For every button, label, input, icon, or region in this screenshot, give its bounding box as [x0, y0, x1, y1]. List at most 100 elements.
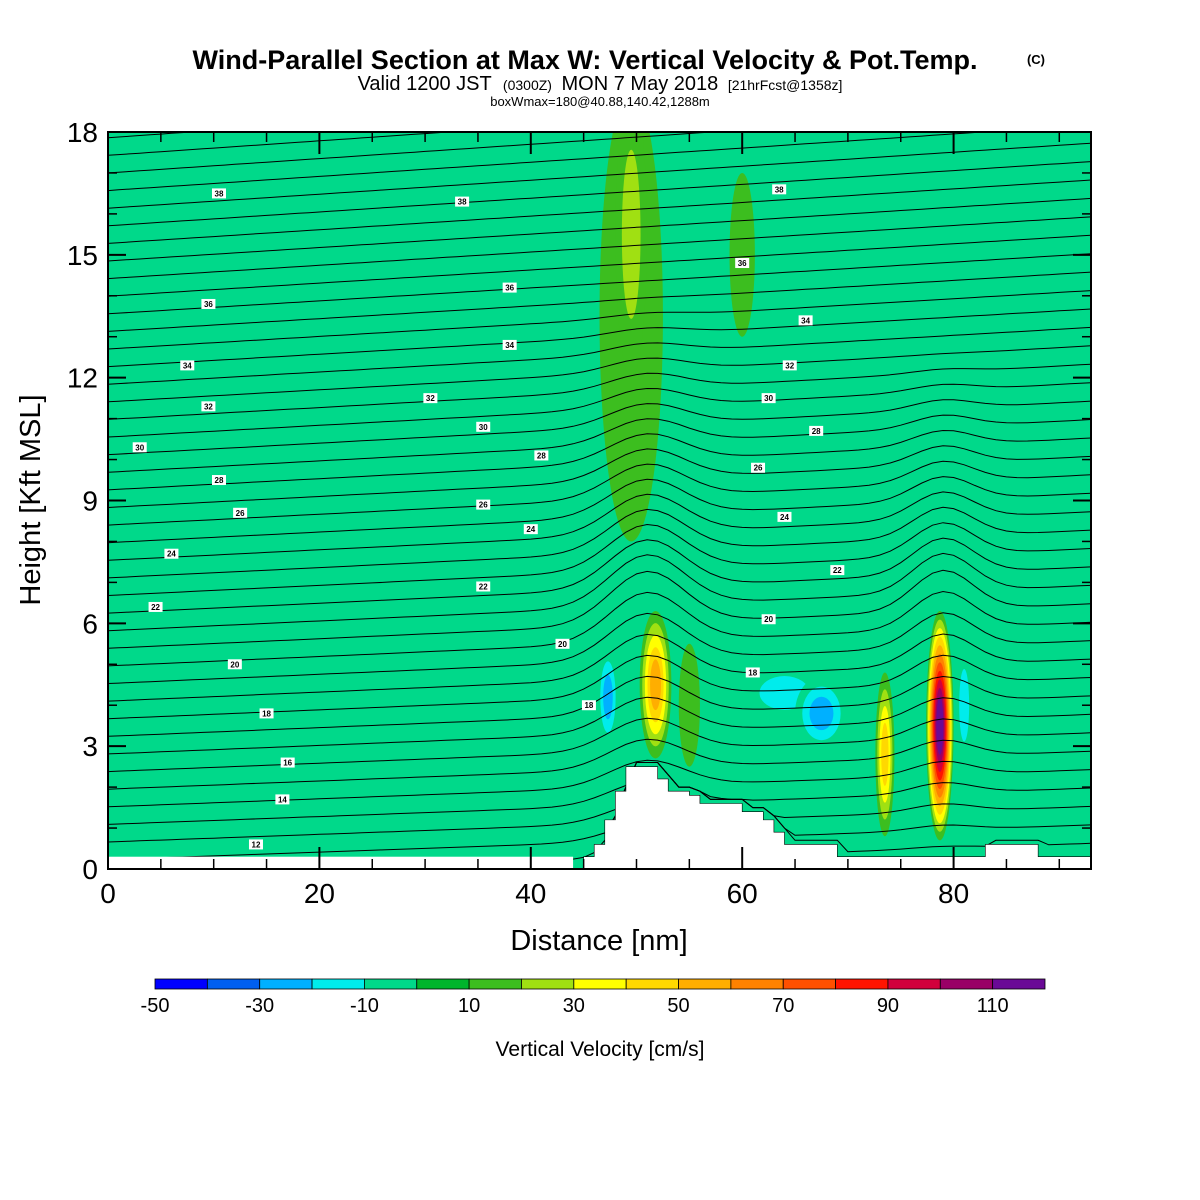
- velocity-field: [597, 132, 973, 841]
- theta-contour: [108, 216, 1091, 280]
- theta-label: 32: [204, 402, 213, 411]
- theta-label: 30: [479, 423, 488, 432]
- theta-label-box: [259, 708, 274, 719]
- theta-contour: [108, 612, 1091, 684]
- theta-contour: [108, 445, 1091, 508]
- theta-label: 18: [262, 709, 271, 718]
- colorbar-swatch: [625, 978, 679, 990]
- ground-strip: [108, 856, 574, 869]
- colorbar-swatch: [678, 978, 732, 990]
- theta-label-box: [761, 393, 776, 404]
- theta-label-box: [201, 401, 216, 412]
- theta-label-box: [476, 499, 491, 510]
- theta-label: 26: [754, 464, 763, 473]
- theta-contour: [108, 537, 1091, 614]
- theta-contour: [108, 382, 1091, 438]
- theta-label: 28: [215, 476, 224, 485]
- theta-label: 22: [151, 603, 160, 612]
- theta-label-box: [830, 565, 845, 576]
- velocity-cell: [881, 722, 889, 786]
- subtitle-forecast: [21hrFcst@1358z]: [728, 77, 843, 93]
- theta-contour: [108, 476, 1091, 544]
- theta-contour: [108, 460, 1091, 526]
- theta-label: 24: [167, 550, 176, 559]
- theta-label-box: [227, 659, 242, 670]
- chart-subtitle: Valid 1200 JST (0300Z) MON 7 May 2018 [2…: [358, 73, 843, 95]
- theta-label-box: [148, 601, 163, 612]
- theta-labels: 38 38 38 36 36 36 34 34 34 32 32 32 30 30 30 28 28 28 26 26…: [132, 184, 845, 850]
- theta-label-box: [180, 360, 195, 371]
- theta-contour: [108, 399, 1091, 456]
- colorbar-tick-label: 110: [977, 995, 1009, 1017]
- terrain: [573, 766, 1091, 869]
- x-axis-label: Distance [nm]: [510, 925, 687, 957]
- colorbar-tick-label: 70: [772, 995, 794, 1017]
- velocity-cell: [621, 149, 641, 319]
- theta-label: 34: [183, 361, 192, 370]
- colorbar-tick-label: 50: [667, 995, 689, 1017]
- theta-label: 20: [558, 640, 567, 649]
- velocity-cell: [809, 696, 834, 731]
- theta-label: 28: [537, 451, 546, 460]
- theta-contour: [108, 522, 1091, 596]
- theta-contour: [108, 696, 1091, 755]
- y-tick-label: 3: [82, 731, 98, 762]
- terrain-mask: [108, 766, 1091, 869]
- theta-contour: [108, 345, 1091, 403]
- theta-contour: [108, 569, 1091, 649]
- y-tick-label: 15: [67, 240, 98, 271]
- colorbar-tick-label: -30: [245, 995, 274, 1017]
- theta-contour: [108, 759, 1091, 808]
- theta-label: 32: [426, 394, 435, 403]
- theta-label: 12: [252, 840, 261, 849]
- theta-label-box: [555, 638, 570, 649]
- theta-label-box: [809, 425, 824, 436]
- theta-contour: [108, 271, 1091, 332]
- theta-label: 22: [833, 566, 842, 575]
- theta-label: 18: [748, 668, 757, 677]
- theta-label: 26: [236, 509, 245, 518]
- theta-label-box: [798, 315, 813, 326]
- y-tick-label: 6: [82, 608, 98, 639]
- theta-contour: [108, 552, 1091, 632]
- theta-label: 34: [505, 341, 514, 350]
- y-tick-label: 18: [67, 117, 98, 148]
- theta-contour: [108, 506, 1091, 579]
- theta-label-box: [233, 507, 248, 518]
- theta-label-box: [280, 757, 295, 768]
- colorbar-tick-label: 30: [563, 995, 585, 1017]
- colorbar-swatch: [468, 978, 522, 990]
- velocity-cell: [936, 696, 944, 755]
- theta-label: 20: [230, 660, 239, 669]
- colorbar-swatch: [416, 978, 470, 990]
- theta-label-box: [534, 450, 549, 461]
- theta-contour: [108, 633, 1091, 702]
- theta-label: 26: [479, 501, 488, 510]
- theta-label-box: [782, 360, 797, 371]
- theta-label-box: [502, 339, 517, 350]
- theta-contour: [108, 290, 1091, 350]
- x-tick-label: 40: [515, 878, 546, 909]
- theta-contour: [108, 179, 1091, 244]
- theta-contour: [108, 142, 1091, 209]
- theta-label: 20: [764, 615, 773, 624]
- theta-label-box: [248, 839, 263, 850]
- x-tick-label: 20: [304, 878, 335, 909]
- theta-contour: [108, 429, 1091, 491]
- colorbar-swatch: [992, 978, 1046, 990]
- theta-label-box: [523, 524, 538, 535]
- colorbar-swatch: [573, 978, 627, 990]
- velocity-cell: [729, 172, 755, 337]
- colorbar-swatch: [364, 978, 418, 990]
- copyright-mark: (C): [1027, 52, 1045, 67]
- colorbar-tick-label: 10: [458, 995, 480, 1017]
- theta-label-box: [423, 393, 438, 404]
- theta-contour: [108, 132, 990, 192]
- theta-label-box: [164, 548, 179, 559]
- theta-label-box: [476, 581, 491, 592]
- y-tick-label: 0: [82, 854, 98, 885]
- theta-label: 24: [780, 513, 789, 522]
- colorbar-swatch: [521, 978, 575, 990]
